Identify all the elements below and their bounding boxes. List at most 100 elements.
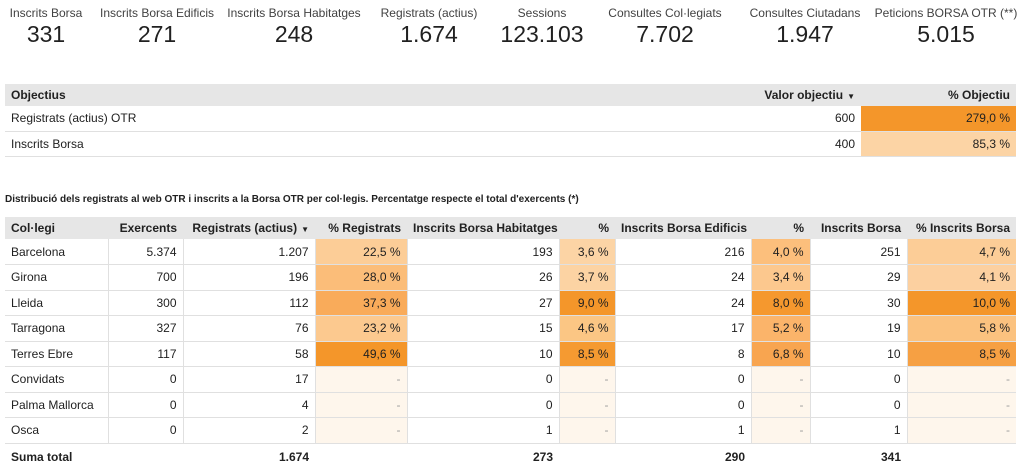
- total-value: 273: [532, 450, 553, 465]
- registrats: 112: [183, 290, 316, 316]
- pct-registrats: 49,6 %: [315, 341, 408, 367]
- pct-inscrits-borsa: -: [907, 366, 1016, 393]
- kpi-inscrits-borsa-habitatges: Inscrits Borsa Habitatges 248: [224, 6, 364, 47]
- table-row: Osca 0 2-1-1-1-: [5, 417, 1016, 444]
- exercents: 327: [108, 315, 184, 342]
- pct-registrats: 22,5 %: [315, 239, 408, 265]
- registrats: 196: [183, 264, 316, 291]
- total-value: [315, 443, 407, 471]
- collegi-name: Barcelona: [5, 239, 109, 265]
- header-pct-inscrits-borsa[interactable]: % Inscrits Borsa: [907, 217, 1016, 239]
- collegi-name: Tarragona: [5, 315, 109, 342]
- pct-inscrits-borsa: 5,8 %: [907, 315, 1016, 342]
- pct-habitatges: 8,5 %: [559, 341, 616, 367]
- total-value: 341: [880, 450, 901, 465]
- inscrits-borsa: 30: [810, 290, 908, 316]
- pct-habitatges: 9,0 %: [559, 290, 616, 316]
- inscrits-edificis: 0: [615, 392, 752, 418]
- kpi-value: 248: [274, 21, 314, 47]
- kpi-label: Sessions: [517, 6, 567, 20]
- pct-edificis: -: [751, 366, 811, 393]
- kpi-label: Consultes Ciutadans: [749, 6, 861, 20]
- inscrits-edificis: 0: [615, 366, 752, 393]
- kpi-peticions-borsa-otr: Peticions BORSA OTR (**) 5.015: [874, 6, 1018, 47]
- objectiu-value: 600: [745, 106, 861, 132]
- pct-habitatges: -: [559, 392, 616, 418]
- kpi-sessions: Sessions 123.103: [494, 6, 590, 47]
- pct-edificis: -: [751, 392, 811, 418]
- objectius-row: Inscrits Borsa 400 85,3 %: [5, 131, 1016, 157]
- inscrits-borsa: 19: [810, 315, 908, 342]
- kpi-label: Peticions BORSA OTR (**): [874, 6, 1018, 20]
- exercents: 117: [108, 341, 184, 367]
- total-value: [907, 443, 1016, 471]
- pct-inscrits-borsa: 8,5 %: [907, 341, 1016, 367]
- inscrits-edificis: 17: [615, 315, 752, 342]
- pct-edificis: 3,4 %: [751, 264, 811, 291]
- objectius-header[interactable]: Objectius: [5, 84, 745, 106]
- pct-habitatges: 4,6 %: [559, 315, 616, 342]
- inscrits-edificis: 24: [615, 290, 752, 316]
- distribution-title: Distribució dels registrats al web OTR i…: [5, 194, 579, 205]
- objectiu-pct: 85,3 %: [861, 131, 1016, 157]
- objectius-header-row: Objectius Valor objectiu ▼ % Objectiu: [5, 84, 1016, 106]
- pct-inscrits-borsa: 4,7 %: [907, 239, 1016, 265]
- objectiu-pct: 279,0 %: [861, 106, 1016, 132]
- valor-objectiu-header[interactable]: Valor objectiu ▼: [745, 84, 861, 106]
- header-pct-habitatges[interactable]: %: [559, 217, 615, 239]
- header-pct-edificis[interactable]: %: [751, 217, 810, 239]
- collegi-name: Palma Mallorca: [5, 392, 109, 418]
- exercents: 300: [108, 290, 184, 316]
- pct-habitatges: 3,7 %: [559, 264, 616, 291]
- exercents: 0: [108, 366, 184, 393]
- pct-edificis: -: [751, 417, 811, 444]
- sort-desc-icon[interactable]: ▼: [301, 225, 309, 234]
- kpi-value: 123.103: [500, 21, 584, 47]
- pct-inscrits-borsa: 4,1 %: [907, 264, 1016, 291]
- total-value: [559, 443, 615, 471]
- pct-registrats: 23,2 %: [315, 315, 408, 342]
- pct-edificis: 6,8 %: [751, 341, 811, 367]
- inscrits-habitatges: 0: [407, 366, 560, 393]
- header-inscrits-borsa[interactable]: Inscrits Borsa: [810, 217, 907, 239]
- inscrits-edificis: 216: [615, 239, 752, 265]
- registrats: 2: [183, 417, 316, 444]
- objectius-row: Registrats (actius) OTR 600 279,0 %: [5, 106, 1016, 132]
- kpi-value: 1.674: [400, 21, 458, 47]
- header-inscrits-edificis[interactable]: Inscrits Borsa Edificis: [615, 217, 751, 239]
- distribution-header-row: Col·legi Exercents Registrats (actius) ▼% R…: [5, 217, 1016, 239]
- inscrits-habitatges: 0: [407, 392, 560, 418]
- kpi-label: Registrats (actius): [380, 6, 478, 20]
- inscrits-borsa: 0: [810, 392, 908, 418]
- inscrits-habitatges: 15: [407, 315, 560, 342]
- collegi-name: Terres Ebre: [5, 341, 109, 367]
- objectiu-value: 400: [745, 131, 861, 157]
- pct-objectiu-header[interactable]: % Objectiu: [861, 84, 1016, 106]
- inscrits-borsa: 1: [810, 417, 908, 444]
- inscrits-habitatges: 193: [407, 239, 560, 265]
- pct-registrats: 37,3 %: [315, 290, 408, 316]
- collegi-name: Lleida: [5, 290, 109, 316]
- exercents: 700: [108, 264, 184, 291]
- sort-desc-icon[interactable]: ▼: [847, 92, 855, 101]
- pct-habitatges: -: [559, 417, 616, 444]
- registrats: 1.207: [183, 239, 316, 265]
- header-pct-registrats[interactable]: % Registrats: [315, 217, 407, 239]
- header-inscrits-habitatges[interactable]: Inscrits Borsa Habitatges: [407, 217, 559, 239]
- inscrits-borsa: 0: [810, 366, 908, 393]
- table-row: Tarragona 327 76 23,2 % 15 4,6 % 17 5,2 % 19 5,8 …: [5, 315, 1016, 342]
- header-collegi[interactable]: Col·legi: [5, 217, 108, 239]
- registrats: 58: [183, 341, 316, 367]
- header-exercents[interactable]: Exercents: [108, 217, 183, 239]
- registrats: 17: [183, 366, 316, 393]
- inscrits-edificis: 8: [615, 341, 752, 367]
- kpi-value: 271: [137, 21, 177, 47]
- pct-inscrits-borsa: -: [907, 417, 1016, 444]
- pct-registrats: -: [315, 366, 408, 393]
- exercents: 0: [108, 417, 184, 444]
- table-row: Convidats 0 17-0-0-0-: [5, 366, 1016, 393]
- header-registrats[interactable]: Registrats (actius) ▼: [183, 217, 315, 239]
- pct-registrats: -: [315, 417, 408, 444]
- total-value: [751, 443, 810, 471]
- kpi-label: Inscrits Borsa: [9, 6, 83, 20]
